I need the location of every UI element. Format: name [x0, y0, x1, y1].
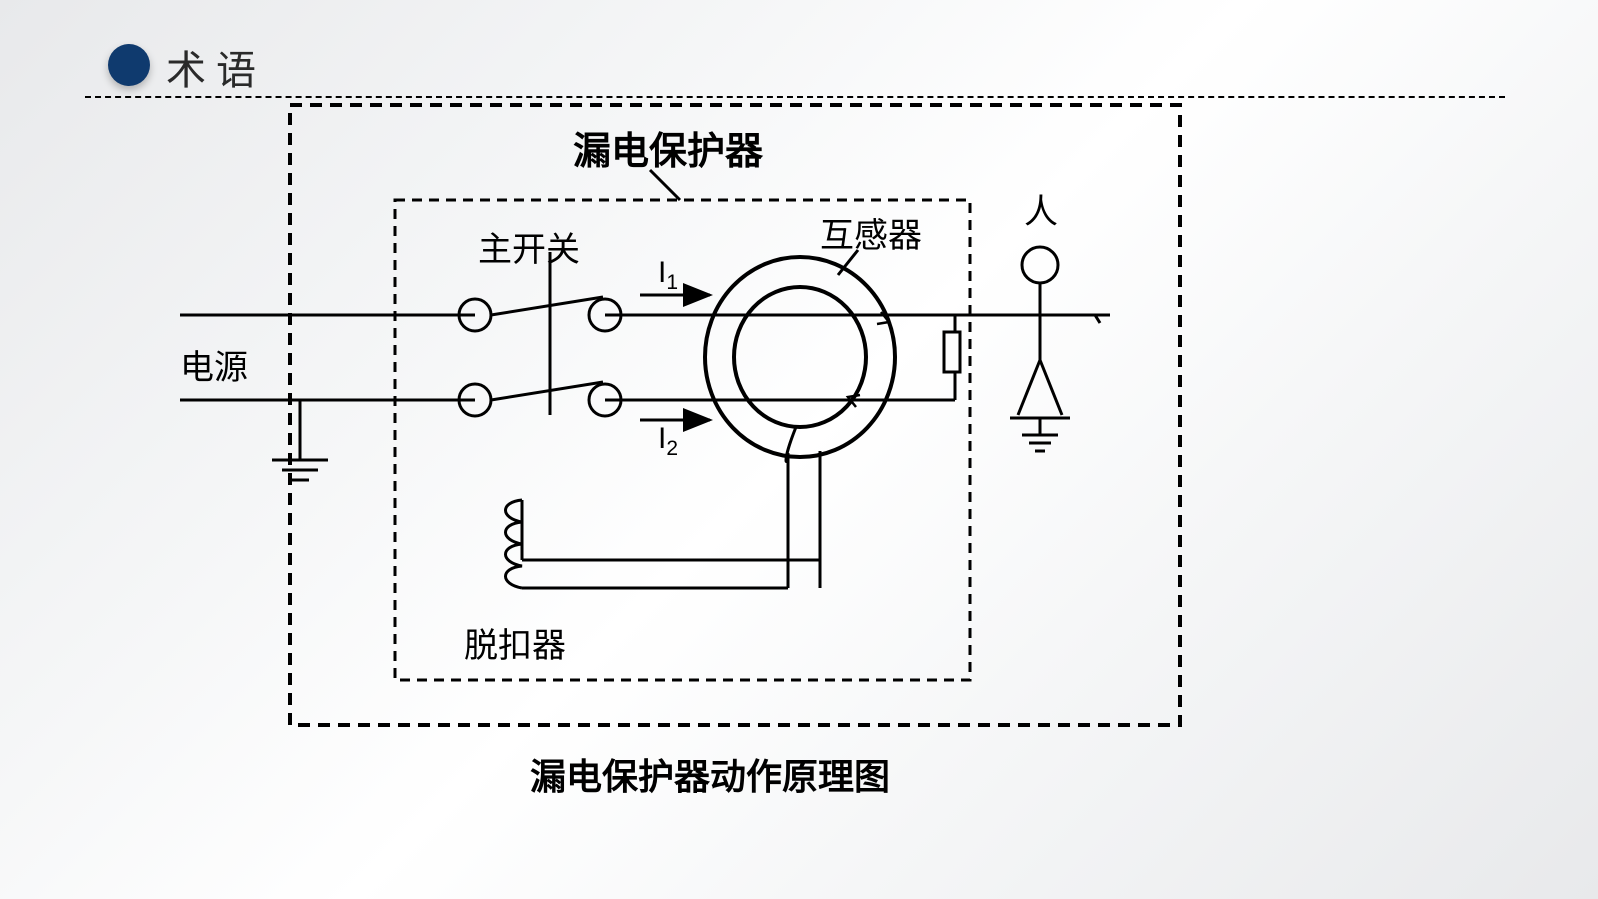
slide: 术语 漏电保护器 主开关 互感器 人 电源 脱扣器 I1 I2 漏电保护器动作原… — [0, 0, 1598, 899]
circuit-diagram — [0, 0, 1598, 899]
